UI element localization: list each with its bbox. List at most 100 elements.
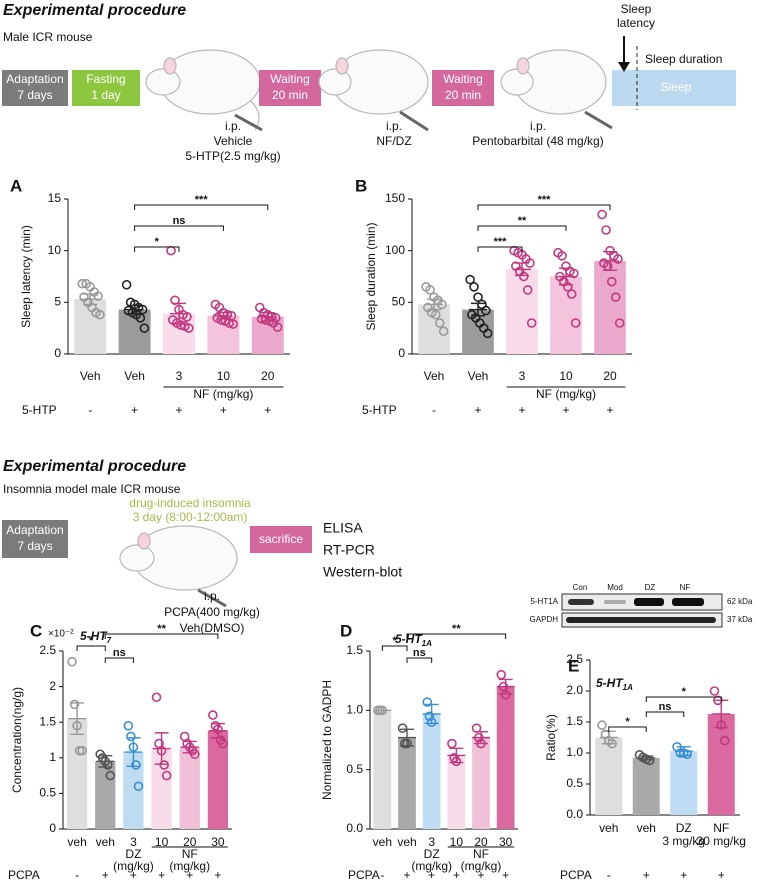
data-point	[397, 723, 408, 733]
treatment-label: PCPA	[560, 868, 592, 882]
x-tick-label: 3	[176, 369, 183, 383]
data-point	[228, 319, 238, 329]
y-axis-label: Normalized to GADPH	[320, 680, 334, 800]
data-point	[67, 656, 77, 667]
treatment-sign: +	[403, 868, 410, 882]
blot-band	[568, 599, 594, 605]
data-point	[476, 738, 486, 749]
x-tick-label: Veh	[80, 369, 101, 383]
y-axis-label: Concentration(ng/g)	[10, 687, 24, 793]
data-point	[123, 720, 134, 731]
data-point	[500, 690, 511, 700]
x-tick-label: 10	[155, 835, 169, 849]
step-label: Adaptation	[6, 72, 63, 86]
data-point	[525, 258, 535, 268]
data-point	[156, 745, 167, 756]
data-point	[601, 225, 611, 235]
data-point	[139, 323, 150, 333]
data-point	[213, 724, 223, 735]
sleep-label: Sleep	[661, 80, 692, 94]
y-tick-label: 100	[385, 243, 405, 257]
data-point	[465, 274, 475, 285]
error-bar	[513, 262, 531, 277]
bar	[632, 757, 660, 815]
y-tick-label: 1.0	[346, 703, 363, 717]
data-point	[69, 699, 80, 710]
significance-bracket	[477, 225, 567, 231]
injection-label: Vehicle	[214, 134, 253, 148]
duration-label: Sleep duration	[645, 52, 722, 66]
data-point	[716, 720, 727, 730]
significance-label: ***	[494, 236, 508, 248]
bar	[707, 713, 735, 815]
insomnia-label: 3 day (8:00-12:00am)	[133, 510, 248, 524]
y-axis-label: Sleep latency (min)	[19, 225, 33, 328]
data-point	[522, 285, 533, 295]
treatment-sign: +	[186, 868, 193, 882]
x-tick-label: veh	[637, 821, 656, 835]
data-point	[424, 711, 435, 722]
treatment-sign: +	[131, 403, 138, 417]
data-point	[272, 322, 283, 332]
x-tick-label: 30	[499, 835, 513, 849]
significance-bracket	[104, 657, 134, 663]
data-point	[133, 781, 144, 792]
data-point	[610, 292, 621, 302]
error-bar	[557, 267, 575, 286]
group-label: NF (mg/kg)	[193, 387, 253, 401]
step-label: Adaptation	[6, 523, 63, 537]
data-point	[675, 748, 686, 758]
data-point	[135, 313, 146, 323]
injection-label: 5-HTP(2.5 mg/kg)	[185, 149, 280, 163]
data-point	[131, 760, 141, 770]
data-point	[434, 318, 445, 328]
x-tick-label: Veh	[424, 369, 445, 383]
data-point	[481, 305, 491, 316]
y-tick-label: 1	[49, 750, 56, 764]
data-point	[597, 209, 607, 220]
y-axis-label: Ratio(%)	[544, 714, 558, 761]
step-label: sacrifice	[259, 532, 303, 546]
y-tick-label: 10	[48, 243, 62, 257]
title-main: 5-HT	[596, 676, 624, 690]
injection-label: Pentobarbital (48 mg/kg)	[472, 134, 603, 148]
data-point	[161, 770, 172, 781]
treatment-sign: +	[220, 403, 227, 417]
treatment-label: PCPA	[348, 868, 380, 882]
x-tick-label: NF	[713, 821, 729, 835]
data-point	[102, 760, 113, 770]
error-bar	[447, 747, 466, 764]
y-tick-label: 2	[49, 679, 56, 693]
data-point	[151, 692, 162, 703]
y-tick-label: 15	[48, 191, 62, 205]
x-tick-label: veh	[96, 835, 115, 849]
mouse-illustration	[500, 49, 613, 130]
data-point	[498, 681, 509, 692]
data-point	[469, 282, 479, 292]
error-bar	[124, 737, 143, 768]
x-tick-label: 20	[261, 369, 275, 383]
chart-title: 5-HT1A	[395, 632, 432, 648]
blot-size-label: 37 kDa	[727, 615, 753, 624]
blot-band	[566, 617, 716, 623]
data-point	[208, 710, 218, 720]
data-point	[426, 717, 437, 728]
latency-label: Sleep	[621, 2, 652, 16]
chart-title: 5-HT7	[80, 629, 112, 645]
bar	[496, 686, 515, 829]
data-point	[562, 282, 573, 292]
x-tick-label: veh	[67, 835, 86, 849]
data-point	[128, 742, 139, 752]
y-tick-label: 0.5	[566, 776, 583, 790]
significance-label: **	[157, 623, 166, 635]
data-point	[438, 326, 449, 337]
lane-label: Con	[573, 583, 588, 592]
group-label: (mg/kg)	[113, 859, 154, 873]
y-tick-label: 0.0	[346, 821, 363, 835]
significance-label: *	[393, 635, 398, 647]
data-point	[473, 732, 484, 743]
treatment-sign: +	[502, 868, 509, 882]
y-tick-label: 5	[54, 295, 61, 309]
x-tick-label: 10	[217, 369, 231, 383]
